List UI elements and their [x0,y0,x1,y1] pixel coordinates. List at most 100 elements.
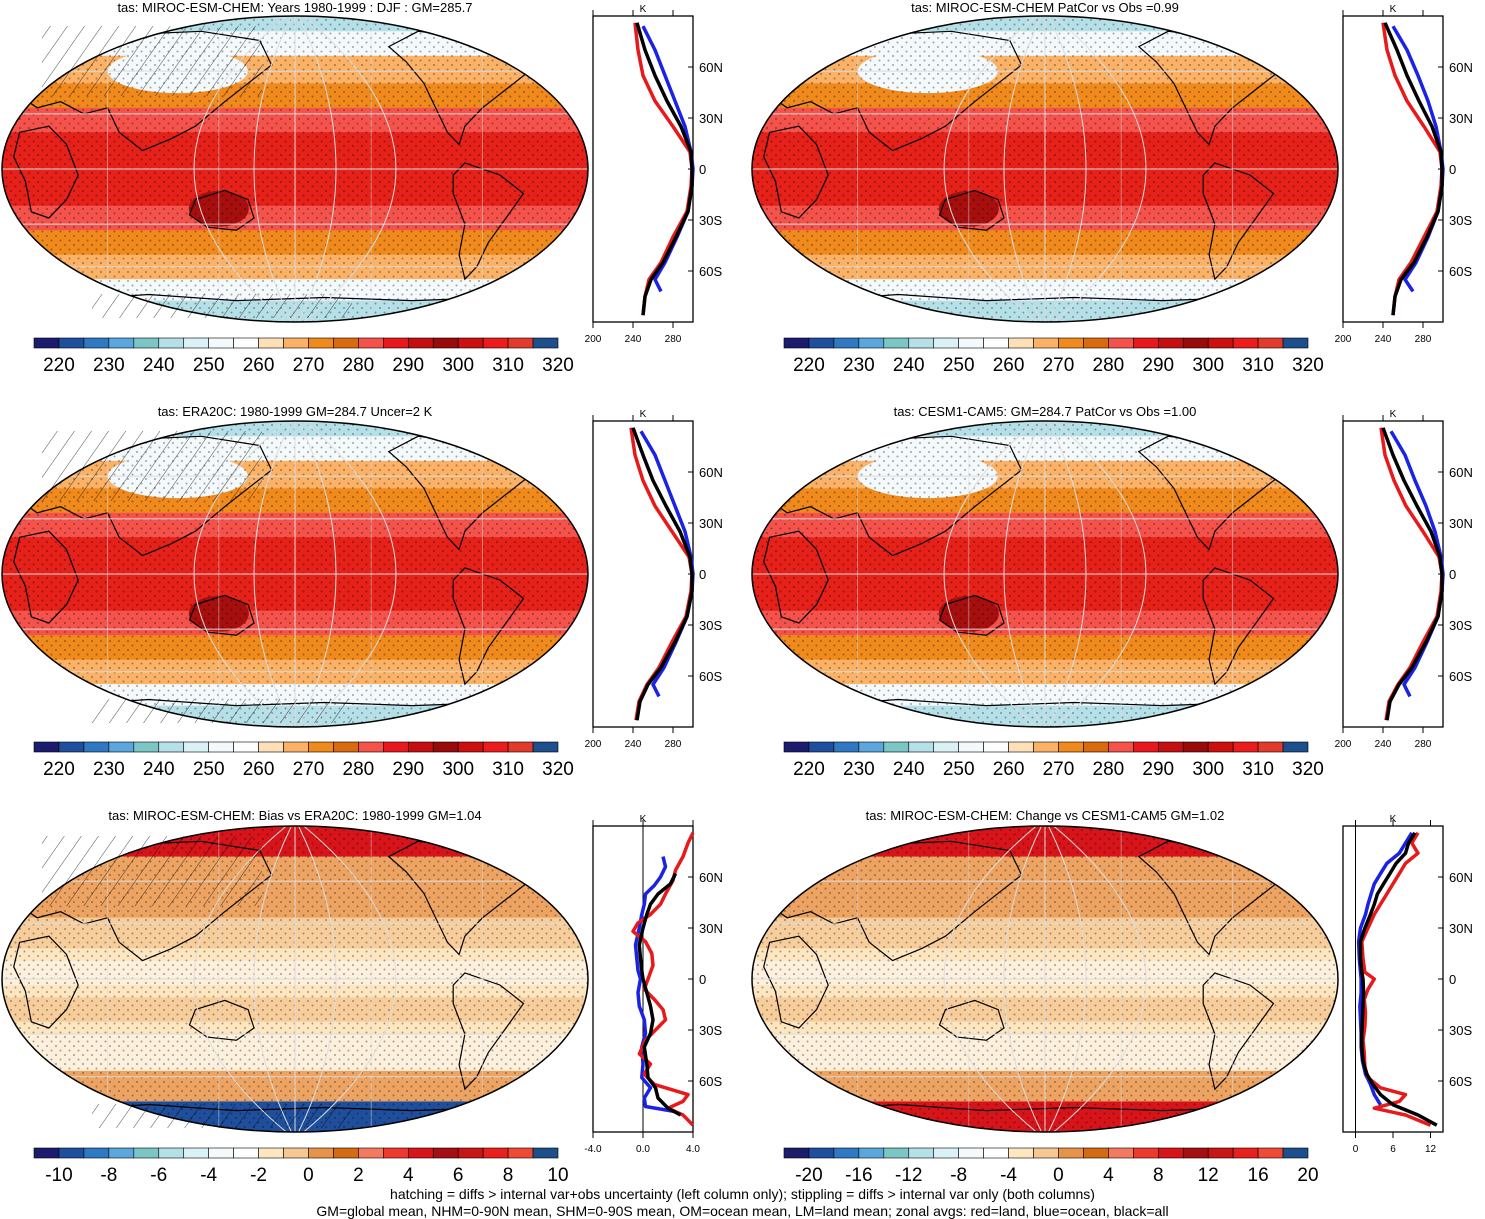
hatching-region [92,699,352,723]
colorbar-label: 280 [1093,759,1125,780]
profile-lat-label: 30N [699,921,723,936]
profile-lat-label: 60N [699,465,723,480]
colorbar-label: 280 [343,759,375,780]
panel-3: tas: ERA20C: 1980-1999 GM=284.7 Uncer=2 … [1,404,723,780]
profile-xtick-label: 0.0 [636,1144,650,1155]
colorbar-swatch [1157,1147,1184,1159]
colorbar-swatch [308,741,334,753]
colorbar-swatch [482,337,509,349]
colorbar-label: 230 [843,355,875,376]
colorbar-swatch [933,337,959,349]
colorbar-swatch [1207,741,1234,753]
colorbar-swatch [1232,1147,1259,1159]
colorbar-swatch [58,741,85,753]
colorbar-label: 320 [542,759,574,780]
colorbar-swatch [1133,337,1159,349]
colorbar-swatch [308,1147,334,1159]
colorbar-swatch [133,741,160,753]
profile-series-all [1383,22,1444,316]
colorbar-label: 290 [392,759,424,780]
colorbar-swatch [183,337,209,349]
colorbar-swatch [183,741,209,753]
profile-xtick-label: 0 [1353,1144,1359,1155]
colorbar-swatch [108,1147,135,1159]
colorbar-swatch [933,741,959,753]
profile-lat-label: 60N [1449,465,1473,480]
map-border [1,420,589,728]
profile-unit: K [640,4,647,15]
colorbar-swatch [432,1147,459,1159]
colorbar-swatch [507,1147,534,1159]
colorbar-swatch [958,1147,984,1159]
colorbar-swatch [1108,741,1134,753]
colorbar-label: -4 [200,1165,217,1186]
colorbar-swatch [183,1147,209,1159]
colorbar-swatch [1182,337,1209,349]
colorbar-swatch [532,337,559,349]
colorbar-label: -16 [845,1165,872,1186]
profile-frame [592,420,694,728]
profile-xtick-label: 4.0 [686,1144,700,1155]
colorbar-swatch [258,741,284,753]
profile-frame [592,15,694,323]
profile-lat-label: 30S [1449,1023,1472,1038]
colorbar-label: 250 [193,355,225,376]
profile-lat-label: 0 [1449,972,1456,987]
colorbar-swatch [883,337,910,349]
colorbar-swatch [1008,1147,1034,1159]
colorbar-swatch [933,1147,959,1159]
hatching-region [42,26,262,96]
colorbar-swatch [407,741,434,753]
profile-lat-label: 30N [699,516,723,531]
colorbar-swatch [1033,741,1059,753]
colorbar-swatch [283,337,309,349]
profile-unit: K [640,409,647,420]
colorbar-swatch [833,337,860,349]
colorbar-swatch [983,337,1009,349]
colorbar-swatch [1232,337,1259,349]
colorbar-swatch [1133,1147,1159,1159]
profile-frame [1342,825,1444,1133]
profile-unit: K [640,814,647,825]
colorbar-swatch [33,337,60,349]
colorbar-label: 2 [353,1165,364,1186]
panel-6: tas: MIROC-ESM-CHEM: Change vs CESM1-CAM… [751,808,1473,1186]
colorbar-label: 260 [993,355,1025,376]
colorbar-swatch [1008,741,1034,753]
colorbar-swatch [233,741,259,753]
colorbar-swatch [457,337,484,349]
colorbar-swatch [482,741,509,753]
colorbar-swatch [457,1147,484,1159]
colorbar-swatch [1182,741,1209,753]
profile-unit: K [1390,4,1397,15]
colorbar-swatch [258,337,284,349]
colorbar-swatch [908,1147,935,1159]
colorbar-swatch [1058,741,1084,753]
colorbar-swatch [158,337,185,349]
colorbar-label: 6 [453,1165,464,1186]
colorbar-swatch [83,1147,110,1159]
colorbar-swatch [858,1147,885,1159]
profile-xtick-label: 240 [625,334,642,345]
colorbar-swatch [283,741,309,753]
colorbar-label: 300 [1192,355,1224,376]
colorbar-label: 280 [343,355,375,376]
colorbar-label: 250 [193,759,225,780]
colorbar-label: 260 [993,759,1025,780]
colorbar-label: -2 [250,1165,267,1186]
colorbar-label: 20 [1297,1165,1318,1186]
colorbar-swatch [1282,741,1309,753]
profile-lat-label: 30S [1449,213,1472,228]
map-field [752,421,1338,727]
colorbar-swatch [1033,1147,1059,1159]
colorbar-swatch [83,741,110,753]
hatching-region [92,1104,352,1128]
colorbar-label: 310 [1242,759,1274,780]
colorbar-swatch [407,1147,434,1159]
colorbar-label: 310 [1242,355,1274,376]
profile-lat-label: 60N [699,60,723,75]
colorbar-label: 270 [293,355,325,376]
profile-lat-label: 0 [1449,567,1456,582]
map-border [751,15,1339,323]
